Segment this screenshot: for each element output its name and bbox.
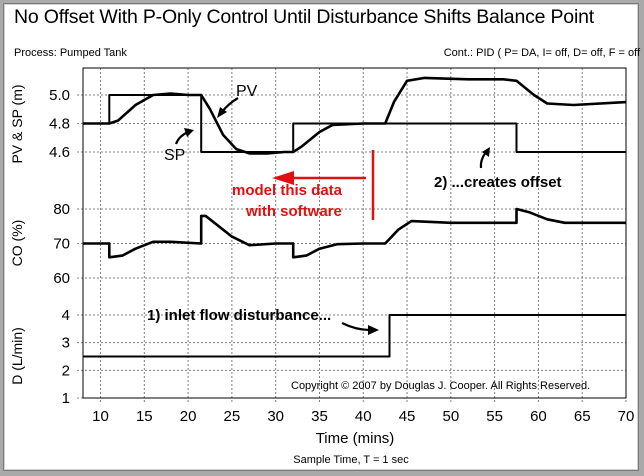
offset-annotation: 2) ...creates offset xyxy=(434,174,562,191)
x-axis-label: Time (mins) xyxy=(316,430,395,447)
y-tick-label: 70 xyxy=(53,236,70,253)
model-annotation-line1: model this data xyxy=(232,182,343,199)
pv-annotation: PV xyxy=(236,83,258,100)
x-tick-label: 60 xyxy=(530,408,547,425)
x-tick-label: 55 xyxy=(486,408,503,425)
x-tick-label: 65 xyxy=(574,408,591,425)
y-axis-label-d: D (L/min) xyxy=(9,327,25,385)
grid-lines xyxy=(77,68,627,404)
y-tick-label: 4.8 xyxy=(49,116,70,133)
axis-ticks: 10 15 20 25 30 35 40 45 50 55 60 65 70 5.0 4.8 4.6 80 70 6… xyxy=(49,87,634,425)
y-tick-label: 5.0 xyxy=(49,87,70,104)
y-axis-labels: PV & SP (m) CO (%) D (L/min) xyxy=(9,84,25,384)
y-tick-label: 4 xyxy=(62,307,70,324)
pv-arrowhead-icon xyxy=(217,107,227,118)
model-annotation-line2: with software xyxy=(245,203,342,220)
offset-arrowhead-icon xyxy=(482,147,490,157)
x-tick-label: 45 xyxy=(399,408,416,425)
data-series xyxy=(83,76,627,358)
x-tick-label: 30 xyxy=(267,408,284,425)
y-axis-label-co: CO (%) xyxy=(9,220,25,267)
x-tick-label: 50 xyxy=(442,408,459,425)
pv-arrow-icon xyxy=(221,97,239,113)
sp-arrowhead-icon xyxy=(184,128,194,137)
x-tick-label: 70 xyxy=(618,408,635,425)
controller-label: Cont.: PID ( P= DA, I= off, D= off, F = … xyxy=(443,47,640,59)
sp-annotation: SP xyxy=(164,147,185,164)
series-d xyxy=(83,314,626,358)
y-axis-label-pv_sp: PV & SP (m) xyxy=(9,84,25,163)
y-tick-label: 80 xyxy=(53,201,70,218)
x-tick-label: 20 xyxy=(180,408,197,425)
series-co xyxy=(83,207,626,259)
offset-arrow-icon xyxy=(479,151,487,169)
series-pv xyxy=(83,76,627,155)
x-tick-label: 25 xyxy=(224,408,241,425)
y-tick-label: 2 xyxy=(62,362,70,379)
y-tick-label: 1 xyxy=(62,390,70,407)
y-tick-label: 3 xyxy=(62,335,70,352)
x-tick-label: 15 xyxy=(136,408,153,425)
y-tick-label: 4.6 xyxy=(49,144,70,161)
left-arrow-icon xyxy=(272,171,294,185)
disturbance-arrowhead-icon xyxy=(368,325,379,335)
y-tick-label: 60 xyxy=(53,270,70,287)
plot-area xyxy=(82,67,627,399)
process-label: Process: Pumped Tank xyxy=(14,47,127,59)
disturbance-arrow-icon xyxy=(341,322,371,332)
x-tick-label: 10 xyxy=(92,408,109,425)
x-tick-label: 35 xyxy=(311,408,328,425)
copyright-text: Copyright © 2007 by Douglas J. Cooper. A… xyxy=(291,380,590,392)
sample-time-label: Sample Time, T = 1 sec xyxy=(293,454,409,466)
chart-frame xyxy=(3,3,639,471)
chart-title: No Offset With P-Only Control Until Dist… xyxy=(14,6,594,28)
disturbance-annotation: 1) inlet flow disturbance... xyxy=(147,307,331,324)
x-tick-label: 40 xyxy=(355,408,372,425)
